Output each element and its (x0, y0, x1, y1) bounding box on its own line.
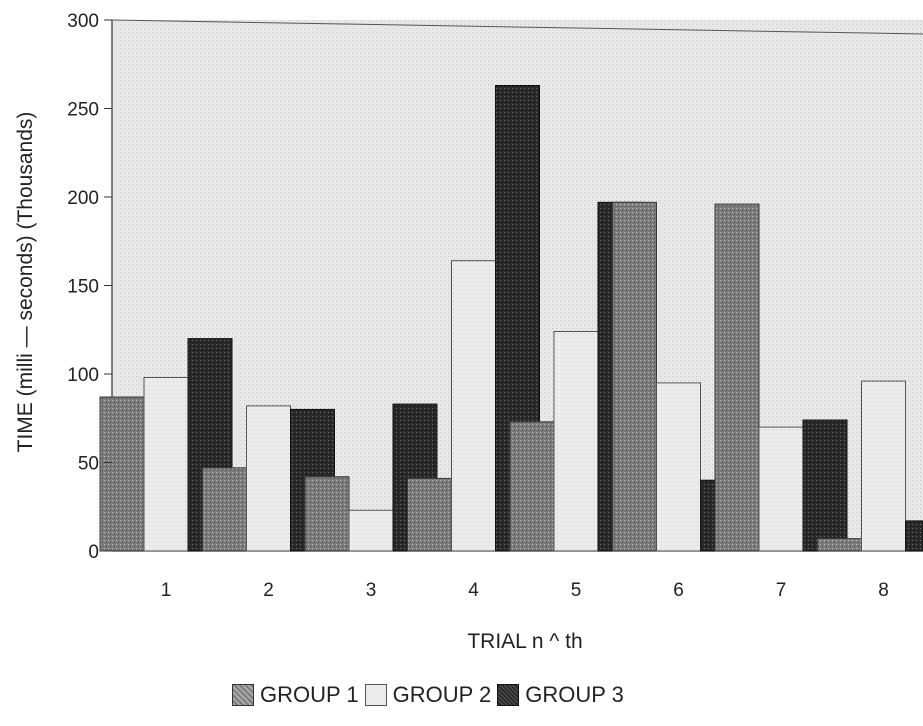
x-tick-label: 1 (161, 580, 172, 601)
bar-trial-7-group-2 (758, 426, 804, 552)
top-border-line (111, 19, 923, 35)
y-tick-label: 250 (67, 100, 99, 121)
bar-trial-3-group-2 (348, 509, 394, 552)
y-tick-label: 150 (67, 277, 99, 298)
y-tick-label: 100 (67, 365, 99, 386)
legend-label-group-1: GROUP 1 (260, 682, 359, 707)
x-axis-title: TRIAL n ^ th (467, 630, 582, 653)
legend-swatch-group-1 (232, 684, 254, 706)
y-axis-title: TIME (milli — seconds) (Thousands) (14, 112, 37, 453)
bar-trial-6-group-2 (656, 382, 701, 552)
bar-trial-8-group-2 (861, 380, 906, 552)
bar-trial-4-group-1 (407, 477, 452, 552)
legend-swatch-group-2 (364, 684, 387, 706)
bar-trial-4-group-2 (451, 260, 496, 552)
y-tick-label: 0 (88, 542, 99, 563)
x-tick-label: 6 (673, 580, 684, 601)
bar-trial-2-group-2 (246, 405, 291, 552)
bar-trial-8-group-3 (905, 520, 923, 552)
bar-trial-7-group-3 (802, 419, 848, 552)
legend-item-group-2: GROUP 2 (364, 682, 492, 708)
legend-swatch-group-3 (497, 684, 520, 706)
bar-trial-3-group-1 (304, 476, 350, 552)
x-tick-label: 4 (468, 580, 479, 601)
y-tick-labels: 0 50 100 150 200 250 300 (67, 11, 112, 563)
legend-item-group-1: GROUP 1 (232, 682, 359, 708)
x-tick-label: 7 (776, 580, 787, 601)
y-tick-label: 300 (67, 11, 99, 32)
x-tick-label: 3 (366, 580, 377, 601)
x-tick-label: 8 (878, 580, 889, 601)
legend-label-group-2: GROUP 2 (392, 682, 492, 707)
bar-trial-1-group-1 (99, 396, 145, 552)
bar-trial-1-group-2 (143, 377, 189, 552)
x-tick-label: 2 (263, 580, 274, 601)
x-tick-labels: 1 2 3 4 5 6 7 8 (161, 580, 889, 601)
bar-trial-5-group-2 (553, 331, 599, 552)
x-tick-label: 5 (571, 580, 582, 601)
bar-trial-5-group-1 (509, 421, 555, 552)
legend-item-group-3: GROUP 3 (497, 682, 624, 708)
bar-trial-6-group-1 (612, 201, 657, 552)
bar-trial-8-group-1 (817, 538, 862, 552)
y-tick-label: 200 (67, 188, 99, 209)
legend-label-group-3: GROUP 3 (525, 682, 624, 707)
bar-trial-7-group-1 (714, 203, 760, 552)
bars-group (99, 85, 923, 552)
bar-chart: 0 50 100 150 200 250 300 1 2 3 4 5 6 7 8 TIME (milli … (14, 11, 923, 653)
legend: GROUP 1 GROUP 2 GROUP 3 (232, 682, 630, 708)
bar-trial-2-group-1 (202, 467, 247, 552)
y-tick-label: 50 (78, 454, 99, 475)
